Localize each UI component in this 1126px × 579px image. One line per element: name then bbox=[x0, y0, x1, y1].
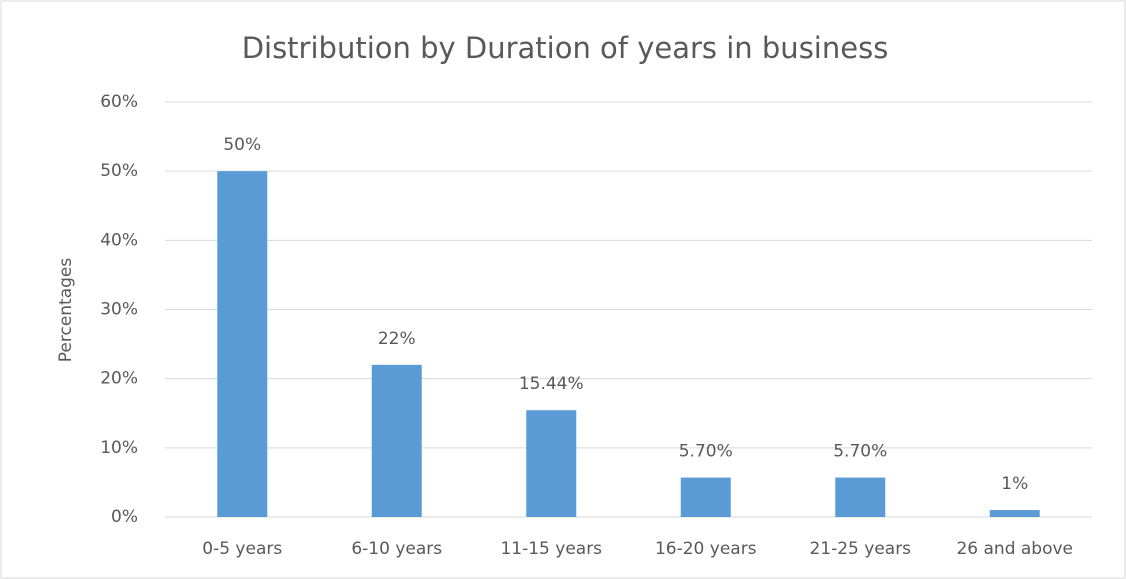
y-tick-label: 40% bbox=[100, 230, 138, 250]
data-label: 50% bbox=[223, 135, 261, 155]
x-tick-label: 16-20 years bbox=[655, 539, 757, 559]
bar bbox=[371, 364, 422, 517]
bar bbox=[526, 410, 577, 517]
data-label: 15.44% bbox=[519, 374, 584, 394]
x-tick-label: 6-10 years bbox=[351, 539, 442, 559]
y-tick-label: 0% bbox=[111, 507, 138, 527]
bar bbox=[989, 510, 1040, 517]
y-tick-label: 50% bbox=[100, 161, 138, 181]
y-tick-label: 60% bbox=[100, 92, 138, 112]
data-label: 1% bbox=[1001, 474, 1028, 494]
x-tick-label: 11-15 years bbox=[500, 539, 602, 559]
data-label: 5.70% bbox=[833, 442, 887, 462]
data-label: 22% bbox=[378, 329, 416, 349]
x-tick-label: 26 and above bbox=[956, 539, 1073, 559]
y-axis-label: Percentages bbox=[56, 258, 76, 363]
data-label: 5.70% bbox=[679, 442, 733, 462]
y-tick-label: 20% bbox=[100, 369, 138, 389]
bar bbox=[835, 477, 886, 517]
y-tick-label: 30% bbox=[100, 300, 138, 320]
chart-title: Distribution by Duration of years in bus… bbox=[242, 31, 889, 65]
y-tick-label: 10% bbox=[100, 438, 138, 458]
bar bbox=[217, 171, 268, 517]
bar bbox=[680, 477, 731, 517]
x-tick-label: 0-5 years bbox=[202, 539, 282, 559]
x-tick-label: 21-25 years bbox=[809, 539, 911, 559]
